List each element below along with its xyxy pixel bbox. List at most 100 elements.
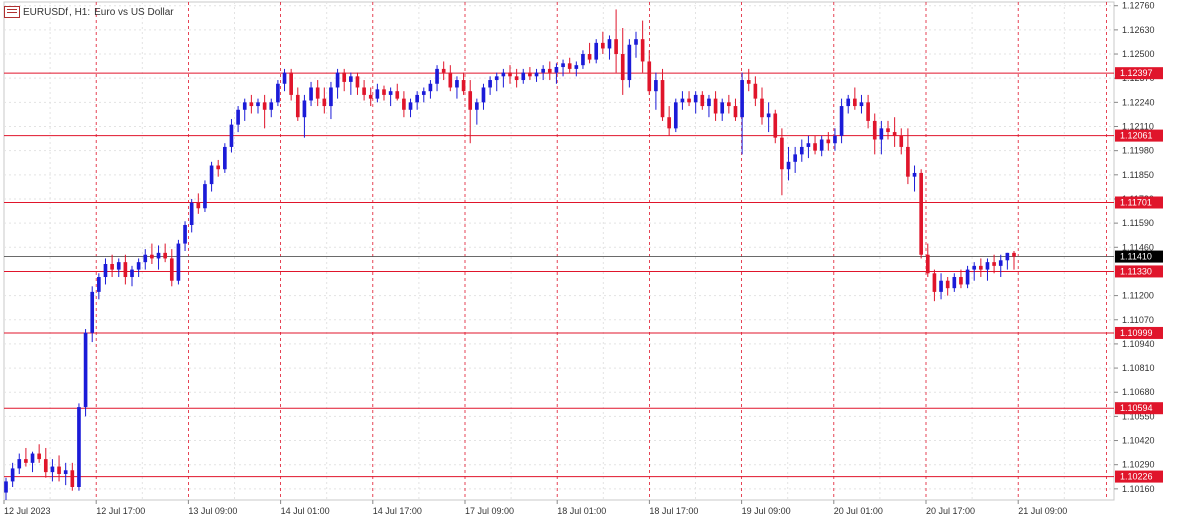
candle-body xyxy=(806,143,811,147)
candle-body xyxy=(408,102,413,110)
candle-body xyxy=(116,262,121,270)
candle-body xyxy=(448,72,453,88)
candle-body xyxy=(97,277,101,292)
y-tick-label: 1.12240 xyxy=(1122,97,1155,107)
candle-body xyxy=(793,154,797,162)
candle-body xyxy=(872,120,877,140)
candle-body xyxy=(780,137,784,170)
candle-body xyxy=(985,262,990,270)
level-price-badge xyxy=(1115,196,1163,209)
candle-body xyxy=(83,332,88,408)
candle-body xyxy=(859,102,864,107)
candle-body xyxy=(833,135,837,144)
candle-body xyxy=(853,98,857,107)
candle-body xyxy=(925,254,930,274)
candle-body xyxy=(866,102,870,121)
candle-body xyxy=(647,61,652,92)
y-tick-label: 1.10290 xyxy=(1122,460,1155,470)
candle-body xyxy=(4,481,8,493)
candle-body xyxy=(501,72,506,77)
candle-body xyxy=(713,98,718,114)
candle-body xyxy=(130,269,134,278)
level-price-badge xyxy=(1115,470,1163,483)
y-tick-label: 1.11980 xyxy=(1122,146,1154,156)
y-tick-label: 1.10810 xyxy=(1122,363,1155,373)
level-price-text: 1.10594 xyxy=(1120,403,1153,413)
candle-body xyxy=(574,65,579,69)
price-axis[interactable]: 1.127601.126301.125001.123701.122401.121… xyxy=(1114,1,1155,494)
candle-body xyxy=(136,262,141,270)
candle-body xyxy=(601,42,605,49)
y-tick-label: 1.10940 xyxy=(1122,339,1155,349)
candle-body xyxy=(998,260,1003,266)
candle-body xyxy=(362,87,366,95)
candles xyxy=(4,9,1016,500)
candle-body xyxy=(322,98,327,107)
y-tick-label: 1.11460 xyxy=(1122,242,1154,252)
x-tick-label: 18 Jul 01:00 xyxy=(557,506,606,516)
candle-body xyxy=(441,68,446,73)
level-price-text: 1.12061 xyxy=(1120,131,1153,141)
level-price-badge xyxy=(1115,265,1163,278)
candle-body xyxy=(189,202,194,225)
candle-body xyxy=(309,87,313,101)
candle-body xyxy=(693,94,698,103)
candle-body xyxy=(786,161,791,170)
candle-body xyxy=(892,132,897,136)
candle-body xyxy=(488,80,492,88)
candle-body xyxy=(846,98,851,107)
candle-body xyxy=(329,87,333,107)
candle-body xyxy=(959,277,963,285)
level-price-labels: 1.12397 1.12061 1.11701 1.11330 1.10999 1.105… xyxy=(1115,67,1163,483)
candle-body xyxy=(554,67,559,73)
candle-body xyxy=(43,459,48,473)
candle-body xyxy=(541,68,545,73)
candle-body xyxy=(528,72,532,77)
candle-body xyxy=(687,98,691,103)
candle-body xyxy=(461,80,466,92)
candle-body xyxy=(249,102,254,107)
candle-body xyxy=(567,63,572,69)
candle-body xyxy=(123,262,128,278)
candle-body xyxy=(163,252,167,259)
y-tick-label: 1.10420 xyxy=(1122,436,1155,446)
candle-body xyxy=(1005,252,1010,261)
candle-body xyxy=(1012,252,1016,257)
candle-body xyxy=(547,68,552,73)
candle-body xyxy=(561,63,565,68)
candle-body xyxy=(50,466,55,473)
y-tick-label: 1.11590 xyxy=(1122,218,1154,228)
candle-body xyxy=(289,72,293,95)
level-price-text: 1.10226 xyxy=(1120,472,1153,482)
level-price-badge xyxy=(1115,402,1163,415)
chart-window-icon[interactable] xyxy=(4,6,20,18)
candle-body xyxy=(269,102,274,110)
candle-body xyxy=(839,106,844,136)
level-price-badge xyxy=(1115,129,1163,142)
level-price-text: 1.10999 xyxy=(1120,328,1153,338)
candle-body xyxy=(667,117,671,129)
candle-body xyxy=(30,453,35,463)
candle-body xyxy=(766,113,771,118)
candle-body xyxy=(262,102,267,110)
candle-body xyxy=(640,39,645,62)
candle-body xyxy=(740,80,744,118)
candle-body xyxy=(587,54,592,60)
candle-body xyxy=(295,94,300,118)
time-axis[interactable]: 12 Jul 2023 12 Jul 17:00 13 Jul 09:00 14 Ju… xyxy=(3,500,1067,516)
candle-body xyxy=(223,146,227,170)
candle-body xyxy=(727,102,731,107)
candle-body xyxy=(455,80,459,88)
candle-body xyxy=(150,254,154,259)
candle-body xyxy=(700,94,705,107)
x-tick-label: 13 Jul 09:00 xyxy=(188,506,237,516)
candle-body xyxy=(276,83,280,103)
candle-body xyxy=(733,106,738,118)
y-tick-label: 1.11070 xyxy=(1122,315,1154,325)
candle-body xyxy=(945,280,950,289)
y-tick-label: 1.12760 xyxy=(1122,1,1155,11)
y-tick-label: 1.12630 xyxy=(1122,25,1155,35)
candle-body xyxy=(879,128,884,140)
candle-body xyxy=(302,100,307,118)
